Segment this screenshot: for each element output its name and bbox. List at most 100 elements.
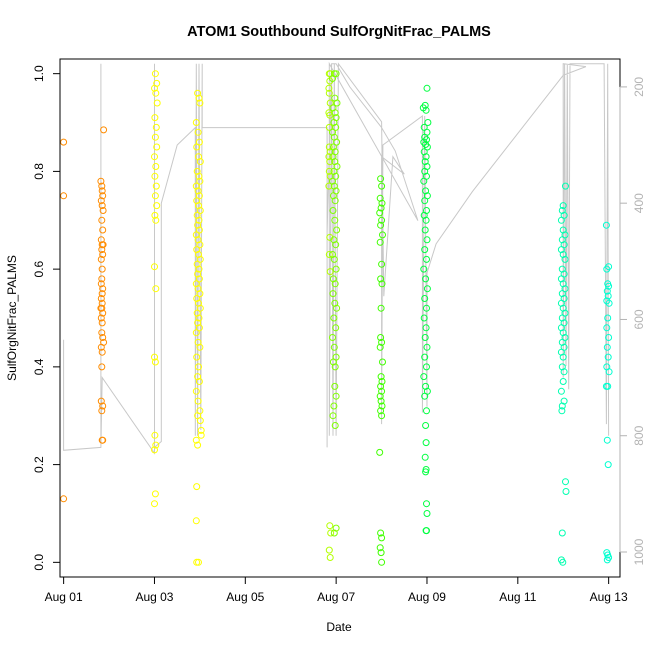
- data-point: [377, 334, 385, 341]
- data-point: [329, 192, 337, 200]
- data-point: [377, 549, 385, 557]
- data-point: [97, 236, 105, 244]
- data-point: [605, 368, 613, 376]
- data-point: [98, 319, 106, 327]
- series-8: [557, 182, 570, 566]
- data-point: [196, 99, 204, 107]
- data-point: [559, 226, 567, 234]
- data-point: [195, 363, 202, 371]
- data-point: [151, 211, 159, 219]
- data-point: [421, 197, 429, 205]
- data-point: [152, 123, 160, 131]
- data-point: [333, 163, 341, 170]
- series-3: [192, 89, 205, 566]
- data-point: [329, 153, 337, 161]
- data-point: [559, 251, 567, 258]
- series-6: [376, 175, 386, 566]
- data-point: [559, 280, 567, 288]
- data-point: [195, 265, 203, 273]
- data-point: [423, 510, 431, 517]
- data-point: [603, 297, 611, 305]
- data-point: [97, 197, 105, 205]
- data-point: [332, 172, 340, 180]
- data-point: [603, 556, 611, 564]
- series-1: [97, 126, 108, 444]
- data-point: [99, 402, 107, 410]
- data-point: [194, 128, 202, 136]
- data-point: [329, 358, 337, 366]
- data-point: [603, 324, 611, 332]
- data-point: [195, 94, 203, 102]
- data-point: [152, 163, 160, 170]
- data-point: [98, 299, 106, 307]
- y-tick-label: 0.2: [32, 456, 46, 473]
- data-point: [378, 412, 386, 420]
- data-point: [423, 407, 430, 415]
- data-point: [329, 334, 336, 341]
- data-point: [560, 397, 568, 405]
- data-point: [151, 70, 159, 78]
- data-point: [557, 216, 565, 224]
- data-point: [193, 246, 201, 254]
- data-point: [60, 138, 68, 146]
- data-point: [194, 373, 202, 381]
- data-point: [151, 446, 158, 454]
- data-point: [332, 324, 340, 332]
- data-point: [377, 397, 385, 405]
- data-point: [423, 500, 430, 508]
- data-point: [97, 177, 105, 185]
- data-point: [376, 448, 384, 456]
- data-point: [192, 182, 200, 190]
- data-point: [329, 275, 337, 283]
- data-point: [98, 407, 106, 415]
- data-point: [325, 153, 333, 161]
- data-point: [377, 204, 385, 212]
- data-point: [558, 402, 566, 410]
- data-point: [326, 522, 334, 530]
- data-point: [330, 167, 338, 175]
- data-point: [378, 378, 386, 385]
- data-point: [558, 363, 566, 371]
- data-point: [195, 251, 202, 258]
- series-5: [329, 70, 341, 537]
- data-point: [153, 143, 161, 151]
- data-point: [194, 89, 202, 97]
- y-tick-label: 0.4: [32, 358, 46, 375]
- data-point: [153, 99, 161, 107]
- data-point: [192, 436, 200, 444]
- data-point: [193, 143, 201, 151]
- data-point: [558, 265, 566, 273]
- data-point: [330, 119, 338, 126]
- data-point: [420, 314, 428, 322]
- data-point: [423, 527, 430, 535]
- data-point: [602, 382, 610, 390]
- data-point: [194, 285, 202, 293]
- data-point: [333, 226, 341, 234]
- data-point: [420, 373, 428, 381]
- series-7: [419, 84, 432, 535]
- data-point: [99, 241, 107, 249]
- plot-frame: [59, 58, 621, 578]
- data-point: [423, 285, 431, 293]
- data-point: [98, 265, 106, 273]
- data-point: [99, 251, 107, 258]
- data-point: [98, 216, 106, 224]
- data-point: [603, 343, 611, 351]
- x-tick-label: Aug 13: [590, 590, 628, 604]
- data-point: [421, 246, 429, 254]
- data-point: [151, 153, 158, 161]
- data-point: [98, 187, 106, 195]
- data-point: [326, 554, 334, 561]
- data-point: [196, 241, 204, 249]
- data-point: [421, 226, 429, 234]
- data-point: [151, 172, 159, 180]
- data-point: [193, 260, 201, 268]
- data-point: [421, 295, 429, 302]
- data-point: [325, 182, 333, 190]
- data-point: [604, 353, 612, 361]
- data-point: [423, 236, 431, 244]
- data-point: [422, 422, 430, 429]
- data-point: [195, 275, 203, 283]
- series-9: [602, 221, 613, 564]
